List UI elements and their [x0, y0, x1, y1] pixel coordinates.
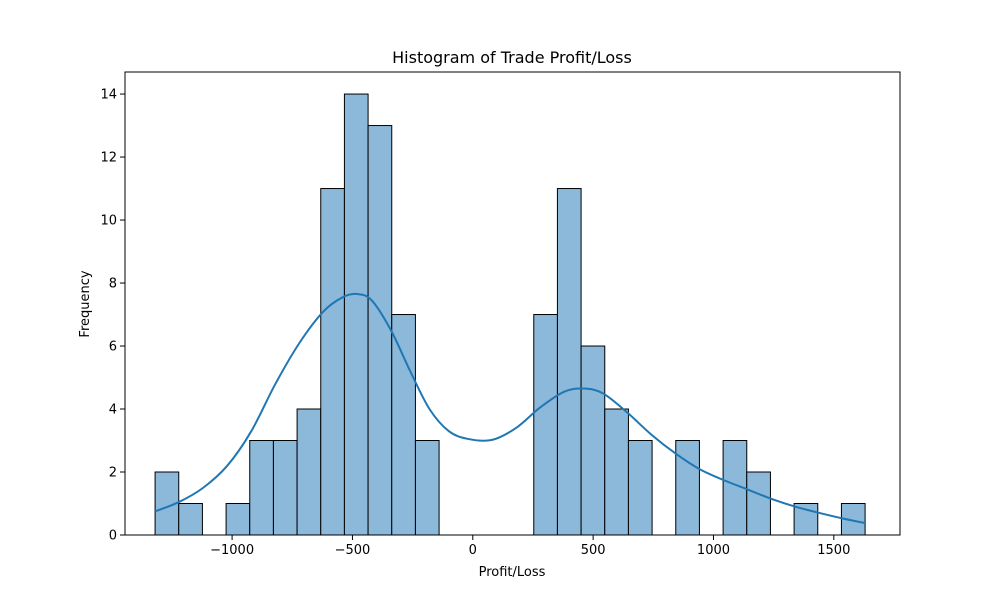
- histogram-bar: [391, 314, 416, 536]
- histogram-bar: [249, 440, 274, 536]
- histogram-bar: [367, 125, 393, 536]
- histogram-bar: [272, 440, 298, 536]
- histogram-bar: [343, 93, 369, 536]
- histogram-bar: [178, 503, 203, 536]
- chart-title: Histogram of Trade Profit/Loss: [392, 48, 632, 67]
- histogram-bar: [225, 503, 251, 536]
- y-axis-ticks: 0 2 4 6 8 10 12 14: [100, 88, 125, 544]
- x-axis-label: Profit/Loss: [479, 565, 546, 580]
- y-tick-label: 4: [109, 403, 117, 418]
- histogram-bar: [414, 440, 440, 536]
- x-tick-label: −1000: [210, 543, 254, 558]
- histogram-bar: [296, 408, 322, 536]
- histogram-bar: [320, 188, 345, 536]
- y-tick-label: 6: [109, 340, 117, 355]
- x-tick-label: 1000: [697, 543, 730, 558]
- y-tick-label: 2: [109, 466, 117, 481]
- histogram-bar: [627, 440, 653, 536]
- histogram-bar: [533, 314, 558, 536]
- y-tick-label: 10: [100, 214, 117, 229]
- histogram-bar: [556, 188, 582, 536]
- histogram-bar: [746, 471, 771, 536]
- kde-curve: [154, 292, 866, 525]
- histogram-bar: [675, 440, 700, 536]
- y-tick-label: 12: [100, 151, 117, 166]
- x-tick-label: 1500: [817, 543, 850, 558]
- plot-frame: [124, 71, 901, 536]
- bars-group: [154, 93, 866, 536]
- histogram-bar: [604, 408, 629, 536]
- x-tick-label: −500: [335, 543, 371, 558]
- y-tick-label: 14: [100, 88, 117, 103]
- x-axis-ticks: −1000 −500 0 500 1000 1500: [210, 535, 850, 558]
- x-tick-label: 0: [469, 543, 477, 558]
- x-tick-label: 500: [581, 543, 606, 558]
- y-tick-label: 0: [109, 529, 117, 544]
- histogram-bar: [580, 345, 606, 536]
- y-axis-label: Frequency: [78, 270, 93, 337]
- y-tick-label: 8: [109, 277, 117, 292]
